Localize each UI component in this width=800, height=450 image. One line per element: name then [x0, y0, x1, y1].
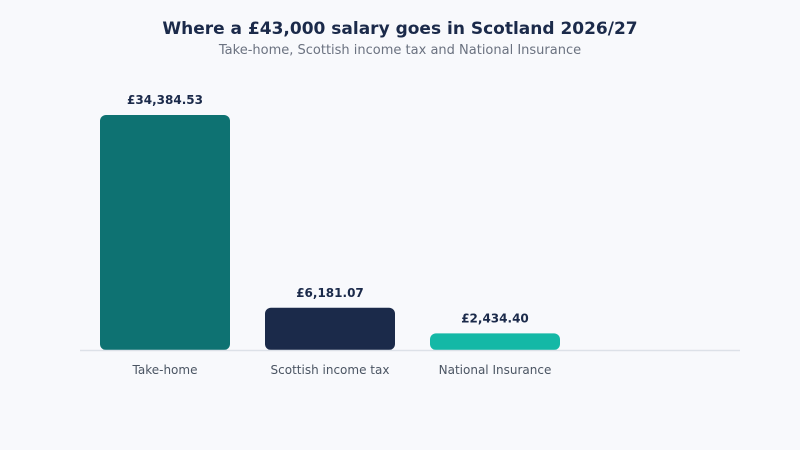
value-label: £2,434.40	[461, 311, 529, 325]
chart-title: Where a £43,000 salary goes in Scotland …	[162, 19, 638, 39]
x-tick-label: Scottish income tax	[271, 363, 390, 377]
bar-national-insurance	[430, 333, 560, 350]
value-label: £6,181.07	[296, 286, 364, 300]
value-label: £34,384.53	[127, 93, 203, 107]
x-tick-label: Take-home	[132, 363, 198, 377]
bar-scottish-income-tax	[265, 307, 395, 350]
chart-subtitle: Take-home, Scottish income tax and Natio…	[218, 43, 582, 58]
x-tick-label: National Insurance	[439, 363, 552, 377]
bar-take-home	[100, 115, 230, 350]
